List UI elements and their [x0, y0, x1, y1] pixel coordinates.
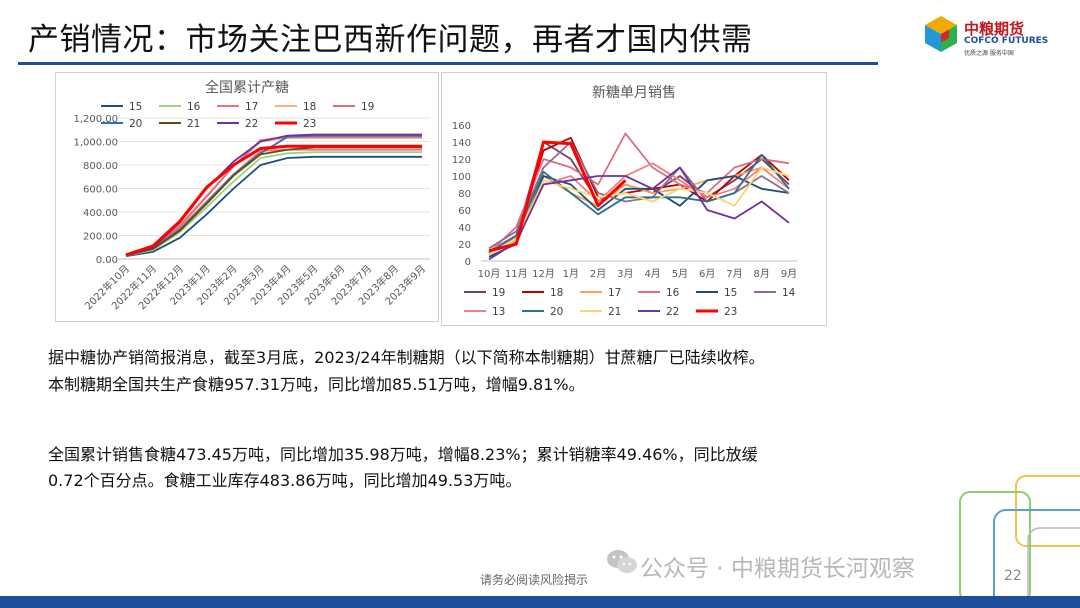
- chart-title: 新糖单月销售: [592, 85, 676, 101]
- page-number: 22: [1004, 568, 1022, 584]
- title-underline: [18, 62, 878, 65]
- legend-label-14: 14: [782, 287, 796, 299]
- series-line-23: [125, 144, 422, 257]
- y-tick-label: 600.00: [83, 185, 118, 196]
- x-tick-label: 9月: [781, 268, 797, 280]
- series-line-14: [488, 141, 790, 250]
- series-line-20: [125, 134, 422, 257]
- x-tick-label: 10月: [478, 268, 501, 280]
- x-tick-label: 6月: [699, 268, 715, 280]
- y-tick-label: 40: [458, 223, 471, 234]
- logo-slogan: 优质之源 服务中国: [964, 50, 1014, 57]
- y-tick-label: 0.00: [96, 255, 118, 266]
- legend-label-16: 16: [187, 101, 201, 113]
- legend-label-23: 23: [303, 118, 316, 130]
- legend-label-21: 21: [187, 118, 200, 130]
- y-tick-label: 100: [452, 172, 471, 183]
- legend-label-19: 19: [361, 101, 374, 113]
- legend-label-20: 20: [129, 118, 142, 130]
- legend-label-22: 22: [666, 306, 679, 318]
- x-tick-label: 11月: [505, 268, 528, 280]
- cofco-logo-icon: [925, 16, 957, 52]
- series-line-16: [125, 151, 422, 257]
- paragraph-1-line-1: 据中糖协产销简报消息，截至3月底，2023/24年制糖期（以下简称本制糖期）甘蔗…: [48, 348, 765, 367]
- legend-label-16: 16: [666, 287, 680, 299]
- paragraph-2-line-2: 0.72个百分点。食糖工业库存483.86万吨，同比增加49.53万吨。: [48, 471, 522, 490]
- series-line-17: [125, 148, 422, 257]
- wechat-watermark: 公众号 · 中粮期货长河观察: [640, 556, 915, 582]
- series-line-18: [488, 136, 790, 255]
- x-tick-label: 2月: [590, 268, 606, 280]
- y-tick-label: 20: [458, 240, 471, 251]
- legend-label-22: 22: [245, 118, 258, 130]
- series-line-21: [488, 166, 790, 255]
- x-tick-label: 4月: [644, 268, 660, 280]
- x-tick-label: 5月: [672, 268, 688, 280]
- legend-label-20: 20: [550, 306, 563, 318]
- wechat-icon: [607, 550, 637, 573]
- y-tick-label: 200.00: [83, 232, 118, 243]
- x-tick-label: 3月: [617, 268, 633, 280]
- legend-label-18: 18: [303, 101, 316, 113]
- x-tick-label: 12月: [532, 268, 555, 280]
- page-title: 产销情况：市场关注巴西新作问题，再者才国内供需: [28, 22, 753, 58]
- y-tick-label: 800.00: [83, 161, 118, 172]
- y-tick-label: 160: [452, 121, 471, 132]
- legend-label-18: 18: [550, 287, 563, 299]
- legend-label-21: 21: [608, 306, 621, 318]
- series-line-15: [488, 175, 790, 258]
- y-tick-label: 0: [465, 257, 471, 268]
- risk-disclosure-note: 请务必阅读风险揭示: [480, 573, 589, 587]
- series-line-23: [488, 140, 627, 253]
- y-tick-label: 60: [458, 206, 471, 217]
- company-logo: 中粮期货 COFCO FUTURES 优质之源 服务中国: [922, 14, 1062, 62]
- logo-english-name: COFCO FUTURES: [964, 36, 1049, 46]
- legend-label-17: 17: [608, 287, 621, 299]
- y-tick-label: 140: [452, 138, 471, 149]
- paragraph-1-line-2: 本制糖期全国共生产食糖957.31万吨，同比增加85.51万吨，增幅9.81%。: [48, 375, 585, 394]
- y-tick-label: 1,000.00: [73, 138, 118, 149]
- cumulative-production-chart: 全国累计产糖 0.00 200.00 400.00 600.00 800.00 1,000.…: [55, 72, 439, 322]
- x-tick-label: 8月: [754, 268, 770, 280]
- logo-chinese-name: 中粮期货: [964, 20, 1025, 38]
- legend-label-19: 19: [492, 287, 505, 299]
- monthly-sales-svg: 新糖单月销售 0 20 40 60 80 100 120 140 160 10月 11月 12月 1月 2月…: [452, 85, 797, 318]
- series-line-15: [125, 155, 422, 257]
- x-tick-label: 1月: [563, 268, 579, 280]
- legend-label-15: 15: [724, 287, 737, 299]
- legend-label-23: 23: [724, 306, 737, 318]
- legend-label-13: 13: [492, 306, 505, 318]
- x-tick-label: 7月: [726, 268, 742, 280]
- chart-title: 全国累计产糖: [205, 79, 289, 96]
- legend-label-15: 15: [129, 101, 142, 113]
- y-tick-label: 120: [452, 155, 471, 166]
- paragraph-2-line-1: 全国累计销售食糖473.45万吨，同比增加35.98万吨，增幅8.23%；累计销…: [48, 445, 758, 464]
- y-tick-label: 1,200.00: [73, 114, 118, 125]
- series-line-16: [488, 132, 790, 254]
- footer-bar: [0, 596, 1080, 608]
- cumulative-production-svg: 全国累计产糖 0.00 200.00 400.00 600.00 800.00 1,000.…: [73, 79, 430, 312]
- decorative-lines: [959, 475, 1080, 596]
- y-tick-label: 80: [458, 189, 471, 200]
- legend-label-17: 17: [245, 101, 258, 113]
- y-tick-label: 400.00: [83, 208, 118, 219]
- monthly-sales-chart: 新糖单月销售 0 20 40 60 80 100 120 140 160 10月 11月 12月 1月 2月…: [441, 72, 827, 326]
- series-line-22: [488, 166, 790, 261]
